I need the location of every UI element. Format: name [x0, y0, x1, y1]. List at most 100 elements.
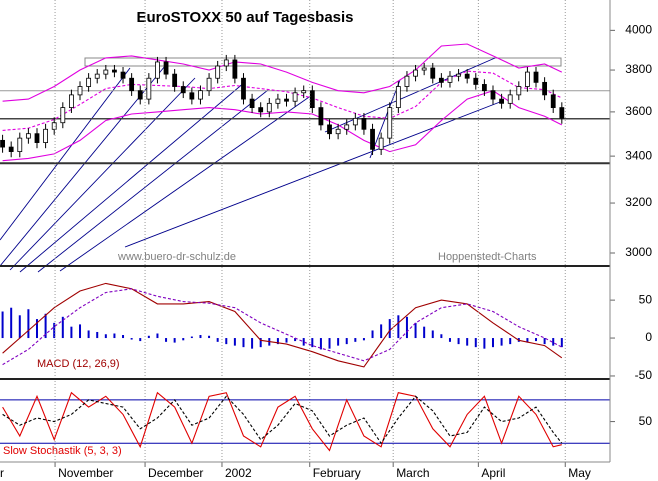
x-tick-label: April [481, 466, 505, 480]
candle-body [370, 128, 375, 150]
histogram-bar [156, 333, 159, 339]
candle-body [189, 92, 195, 100]
histogram-bar [165, 338, 168, 342]
histogram-bar [319, 338, 322, 350]
candle-body [542, 81, 548, 96]
histogram-bar [466, 338, 469, 346]
histogram-bar [337, 338, 340, 346]
histogram-bar [53, 322, 56, 339]
stochastic-label: Slow Stochastik (5, 3, 3) [3, 445, 122, 457]
histogram-bar [552, 338, 555, 346]
watermark: www.buero-dr-schulz.de [117, 251, 236, 263]
y-tick-label: 3800 [625, 62, 652, 76]
histogram-bar [122, 335, 125, 339]
histogram-bar [560, 338, 563, 348]
x-tick-label: December [148, 466, 203, 480]
candle-body [69, 94, 74, 109]
histogram-bar [448, 338, 451, 342]
histogram-bar [233, 338, 236, 346]
histogram-bar [113, 333, 116, 339]
histogram-bar [1, 311, 4, 339]
candle-body [387, 107, 393, 139]
histogram-bar [208, 335, 211, 339]
candle-body [0, 139, 5, 148]
histogram-bar [61, 316, 64, 339]
trendline [37, 89, 269, 273]
candle-body [43, 128, 48, 143]
histogram-bar [147, 335, 150, 339]
indicator-line [2, 395, 563, 445]
candle-body [335, 128, 341, 135]
candle-body [25, 133, 31, 139]
candle-body [309, 90, 315, 109]
x-tick-label: May [568, 466, 591, 480]
candle-body [172, 73, 178, 87]
histogram-bar [491, 338, 494, 348]
histogram-bar [182, 338, 185, 341]
trendline [59, 94, 313, 272]
x-tick-label: November [58, 466, 113, 480]
histogram-bar [405, 316, 408, 339]
y-tick-label: 3200 [625, 195, 652, 209]
candle-body [430, 67, 436, 79]
histogram-bar [371, 330, 374, 339]
candle-body [413, 69, 418, 77]
y-tick-label: 4000 [625, 23, 652, 37]
histogram-bar [388, 319, 391, 339]
histogram-bar [380, 324, 383, 339]
candle-body [447, 75, 453, 83]
candle-body [344, 124, 350, 130]
candle-body [17, 137, 23, 152]
trendline [19, 81, 246, 273]
histogram-bar [190, 336, 193, 339]
candle-body [137, 90, 143, 100]
histogram-bar [173, 338, 176, 343]
histogram-bar [35, 319, 38, 339]
candle-body [223, 59, 229, 67]
candle-body [8, 146, 14, 152]
indicator-line [2, 282, 563, 368]
candle-body [421, 67, 427, 71]
candle-body [327, 124, 332, 135]
candle-body [481, 84, 487, 92]
y-tick-label: 3000 [625, 245, 652, 259]
x-tick-label: February [313, 466, 361, 480]
y-tick-label: 50 [639, 414, 653, 428]
indicator-line [2, 43, 563, 102]
histogram-bar [251, 338, 254, 349]
candle-body [120, 71, 126, 79]
histogram-bar [535, 338, 538, 342]
candle-body [292, 92, 298, 102]
y-tick-label: 50 [639, 292, 653, 306]
resistance-box [84, 57, 562, 67]
candle-body [198, 90, 203, 100]
source-note: Hoppenstedt-Charts [438, 251, 537, 263]
candle-body [77, 86, 83, 96]
candle-body [129, 77, 135, 92]
histogram-bar [543, 338, 546, 345]
candle-body [499, 98, 504, 104]
histogram-bar [285, 338, 288, 343]
candle-body [215, 65, 221, 79]
histogram-bar [423, 326, 426, 339]
candle-body [206, 77, 212, 92]
indicator-line [2, 288, 563, 366]
x-tick-label: r [0, 466, 4, 480]
candle-body [516, 86, 522, 96]
histogram-bar [414, 322, 417, 339]
histogram-bar [139, 338, 142, 342]
candle-body [525, 71, 530, 87]
histogram-bar [259, 338, 262, 348]
histogram-bar [431, 330, 434, 339]
candle-body [456, 73, 461, 77]
histogram-bar [440, 334, 443, 339]
histogram-bar [294, 338, 297, 342]
candle-body [361, 117, 367, 130]
histogram-bar [483, 338, 486, 349]
candle-body [51, 122, 57, 130]
x-tick-label: March [396, 466, 429, 480]
histogram-bar [130, 338, 133, 340]
candle-body [163, 61, 169, 75]
